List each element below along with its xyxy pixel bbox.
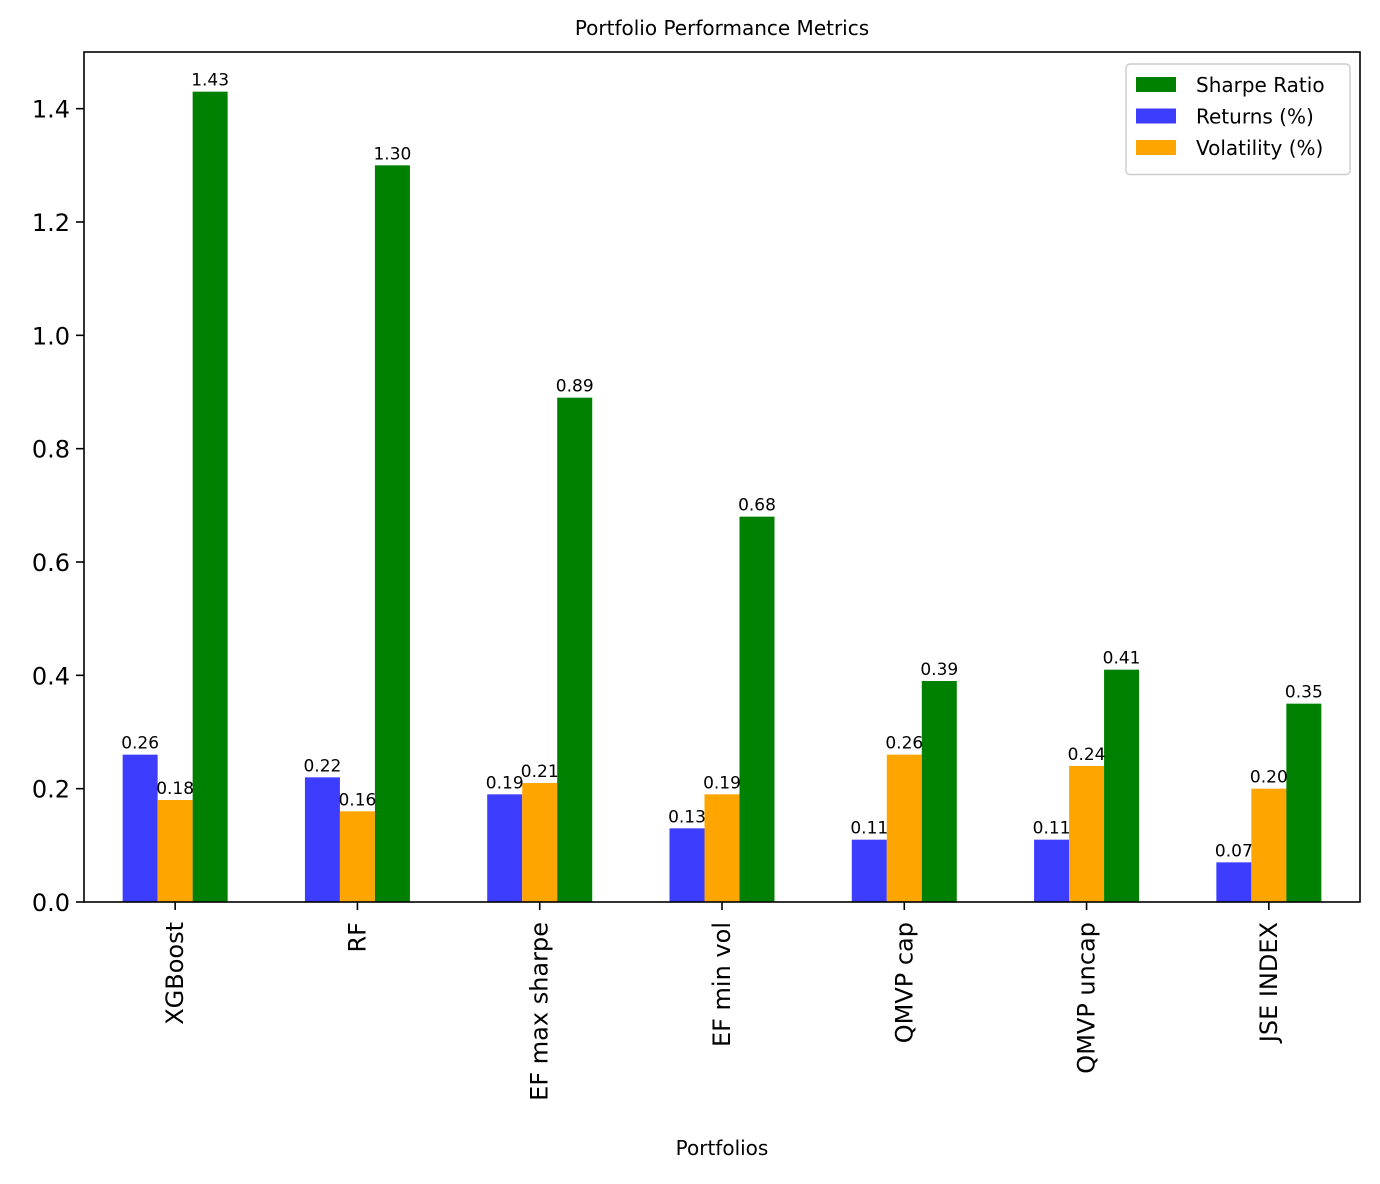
- data-labels-layer: 0.260.181.430.220.161.300.190.210.890.13…: [121, 71, 1323, 862]
- bar-volatility-xgboost: [157, 800, 193, 902]
- y-tick-label: 1.4: [32, 96, 70, 124]
- y-tick-label: 0.0: [32, 889, 70, 917]
- data-label-returns-ef-max-sharpe: 0.19: [486, 773, 524, 793]
- data-label-sharpe-ratio-ef-min-vol: 0.68: [738, 496, 776, 516]
- data-label-returns-qmvp-uncap: 0.11: [1033, 819, 1071, 839]
- legend: Sharpe Ratio Returns (%) Volatility (%): [1125, 63, 1351, 176]
- data-label-sharpe-ratio-rf: 1.30: [373, 144, 411, 164]
- y-axis: 0.0 0.2 0.4 0.6 0.8 1.0 1.2 1.4: [32, 96, 84, 917]
- data-label-returns-rf: 0.22: [303, 756, 341, 776]
- x-tick-label-jse-index: JSE INDEX: [1255, 922, 1283, 1044]
- x-axis-label: Portfolios: [676, 1136, 769, 1160]
- data-label-volatility-ef-min-vol: 0.19: [703, 773, 741, 793]
- legend-swatch-returns: [1136, 108, 1176, 124]
- y-tick-label: 1.0: [32, 322, 70, 350]
- y-tick-label: 0.8: [32, 436, 70, 464]
- x-axis: XGBoost RF EF max sharpe EF min vol QMVP cap…: [161, 902, 1283, 1101]
- chart-title: Portfolio Performance Metrics: [575, 16, 869, 40]
- x-tick-label-qmvp-cap: QMVP cap: [890, 922, 918, 1043]
- bar-returns-rf: [304, 777, 340, 902]
- legend-swatch-sharpe-ratio: [1136, 77, 1176, 92]
- x-tick-label-qmvp-uncap: QMVP uncap: [1073, 922, 1101, 1074]
- bar-sharpe-ratio-ef-max-sharpe: [557, 397, 593, 902]
- bars-layer: [122, 91, 1322, 903]
- bar-volatility-qmvp-cap: [886, 754, 922, 902]
- bar-sharpe-ratio-rf: [374, 165, 410, 903]
- x-tick-label-ef-min-vol: EF min vol: [708, 922, 736, 1047]
- data-label-volatility-qmvp-cap: 0.26: [885, 734, 923, 754]
- y-tick-label: 0.6: [32, 549, 70, 577]
- bar-returns-jse-index: [1216, 862, 1252, 902]
- bar-volatility-ef-min-vol: [704, 794, 740, 902]
- bar-sharpe-ratio-qmvp-cap: [921, 681, 957, 902]
- y-tick-label: 0.2: [32, 776, 70, 804]
- x-tick-label-rf: RF: [343, 922, 371, 952]
- bar-sharpe-ratio-ef-min-vol: [739, 516, 775, 902]
- data-label-returns-jse-index: 0.07: [1215, 841, 1253, 861]
- x-tick-label-xgboost: XGBoost: [161, 922, 189, 1025]
- bar-returns-qmvp-uncap: [1034, 839, 1070, 902]
- legend-label-returns: Returns (%): [1196, 105, 1314, 129]
- data-label-volatility-ef-max-sharpe: 0.21: [521, 762, 559, 782]
- legend-swatch-volatility: [1136, 140, 1176, 155]
- bar-volatility-ef-max-sharpe: [522, 783, 558, 902]
- bar-sharpe-ratio-xgboost: [192, 91, 228, 902]
- bar-sharpe-ratio-qmvp-uncap: [1104, 669, 1140, 902]
- bar-volatility-rf: [339, 811, 375, 902]
- data-label-returns-ef-min-vol: 0.13: [668, 807, 706, 827]
- legend-box: [1125, 63, 1351, 176]
- bar-returns-ef-max-sharpe: [487, 794, 523, 902]
- y-tick-label: 1.2: [32, 209, 70, 237]
- bar-returns-qmvp-cap: [851, 839, 887, 902]
- bar-returns-xgboost: [122, 754, 158, 902]
- data-label-volatility-xgboost: 0.18: [156, 779, 194, 799]
- data-label-sharpe-ratio-jse-index: 0.35: [1285, 683, 1323, 703]
- data-label-sharpe-ratio-qmvp-uncap: 0.41: [1103, 649, 1141, 669]
- data-label-returns-qmvp-cap: 0.11: [850, 819, 888, 839]
- x-tick-label-ef-max-sharpe: EF max sharpe: [526, 922, 554, 1101]
- y-tick-label: 0.4: [32, 662, 70, 690]
- legend-label-volatility: Volatility (%): [1196, 136, 1323, 160]
- data-label-sharpe-ratio-qmvp-cap: 0.39: [920, 660, 958, 680]
- data-label-returns-xgboost: 0.26: [121, 734, 159, 754]
- data-label-sharpe-ratio-xgboost: 1.43: [191, 71, 229, 91]
- data-label-volatility-qmvp-uncap: 0.24: [1068, 745, 1106, 765]
- bar-sharpe-ratio-jse-index: [1286, 703, 1322, 902]
- bar-volatility-jse-index: [1251, 788, 1287, 902]
- bar-volatility-qmvp-uncap: [1069, 766, 1105, 902]
- data-label-volatility-rf: 0.16: [338, 790, 376, 810]
- data-label-volatility-jse-index: 0.20: [1250, 768, 1288, 788]
- legend-label-sharpe-ratio: Sharpe Ratio: [1196, 73, 1325, 97]
- bar-returns-ef-min-vol: [669, 828, 705, 902]
- data-label-sharpe-ratio-ef-max-sharpe: 0.89: [556, 377, 594, 397]
